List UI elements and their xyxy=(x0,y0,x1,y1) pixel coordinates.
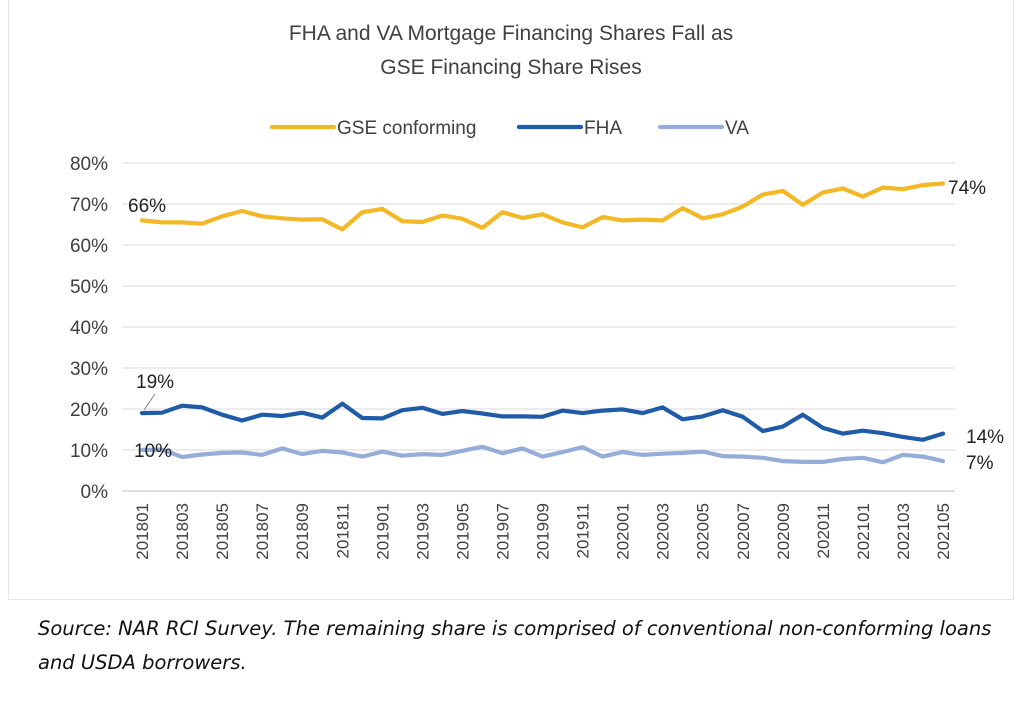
y-axis: 0% 10% 20% 30% 40% 50% 60% 70% 80% xyxy=(70,154,108,503)
x-axis: 201801 201803 201805 201807 201809 201811 2019… xyxy=(133,503,953,560)
legend-item: FHA xyxy=(516,118,622,139)
data-label: 66% xyxy=(128,196,166,217)
source-caption: Source: NAR RCI Survey. The remaining sh… xyxy=(38,617,992,674)
x-tick-label: 202103 xyxy=(894,503,913,560)
y-tick-label: 10% xyxy=(70,441,108,462)
legend-label: VA xyxy=(725,118,749,139)
legend: GSE conforming FHA VA xyxy=(269,118,749,139)
legend-item: VA xyxy=(657,118,749,139)
data-labels: 66% 74% 19% 14% 10% 7% xyxy=(128,178,1004,474)
y-tick-label: 0% xyxy=(81,482,109,503)
legend-label: FHA xyxy=(584,118,622,139)
x-tick-label: 202005 xyxy=(694,503,713,560)
y-tick-label: 30% xyxy=(70,359,108,380)
data-label: 7% xyxy=(966,453,994,474)
data-label: 14% xyxy=(966,427,1004,448)
chart-frame xyxy=(8,0,1014,600)
legend-label: GSE conforming xyxy=(337,118,476,139)
x-tick-label: 201803 xyxy=(173,503,192,560)
x-tick-label: 201805 xyxy=(213,503,232,560)
x-tick-label: 202001 xyxy=(614,503,633,560)
x-tick-label: 201811 xyxy=(333,503,352,558)
x-tick-label: 202007 xyxy=(734,503,753,560)
x-tick-label: 201801 xyxy=(133,503,152,560)
y-tick-label: 70% xyxy=(70,195,108,216)
legend-item: GSE conforming xyxy=(269,118,476,139)
x-tick-label: 201807 xyxy=(253,503,272,560)
x-tick-label: 202003 xyxy=(654,503,673,560)
x-tick-label: 202011 xyxy=(814,503,833,558)
data-label: 74% xyxy=(948,178,986,199)
series-line-va xyxy=(139,444,946,465)
series-lines xyxy=(139,181,946,465)
y-tick-label: 20% xyxy=(70,400,108,421)
chart-title-line-1: FHA and VA Mortgage Financing Shares Fal… xyxy=(289,22,733,45)
x-tick-label: 201909 xyxy=(534,503,553,560)
x-tick-label: 201809 xyxy=(293,503,312,560)
x-tick-label: 202105 xyxy=(934,503,953,560)
series-line-gse-conforming xyxy=(139,181,946,232)
chart-title-line-2: GSE Financing Share Rises xyxy=(380,56,641,79)
data-label: 19% xyxy=(136,372,174,393)
x-tick-label: 202101 xyxy=(854,503,873,560)
series-line-fha xyxy=(139,401,946,442)
y-tick-label: 80% xyxy=(70,154,108,175)
leader-line xyxy=(143,393,156,411)
gridlines xyxy=(122,162,955,492)
x-tick-label: 202009 xyxy=(774,503,793,560)
data-label: 10% xyxy=(134,441,172,462)
chart-title: FHA and VA Mortgage Financing Shares Fal… xyxy=(289,22,733,79)
x-tick-label: 201911 xyxy=(574,503,593,558)
y-tick-label: 40% xyxy=(70,318,108,339)
x-tick-label: 201901 xyxy=(373,503,392,560)
x-tick-label: 201903 xyxy=(413,503,432,560)
y-tick-label: 50% xyxy=(70,277,108,298)
y-tick-label: 60% xyxy=(70,236,108,257)
line-chart: FHA and VA Mortgage Financing Shares Fal… xyxy=(70,22,1004,560)
x-tick-label: 201905 xyxy=(453,503,472,560)
x-tick-label: 201907 xyxy=(493,503,512,560)
